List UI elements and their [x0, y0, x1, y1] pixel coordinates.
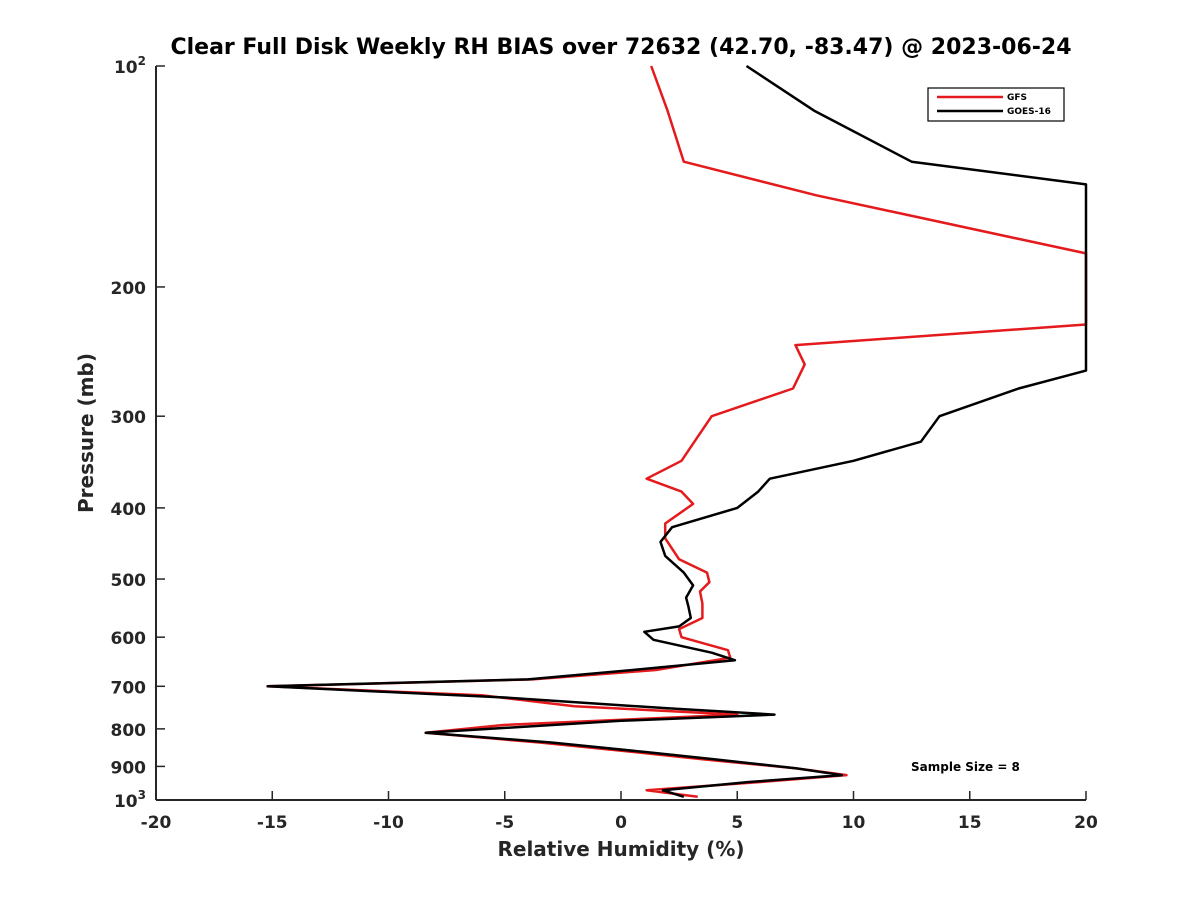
y-tick-label: 300	[111, 408, 147, 428]
series-line-gfs	[266, 65, 1088, 799]
legend: GFS GOES-16	[927, 87, 1065, 122]
y-tick-label: 500	[111, 571, 147, 591]
sample-size-annotation: Sample Size = 8	[911, 760, 1020, 774]
x-tick-label: 0	[615, 813, 627, 833]
y-tick-label: 800	[111, 721, 147, 741]
x-axis-label: Relative Humidity (%)	[497, 837, 744, 861]
y-tick-label: 700	[111, 678, 147, 698]
y-tick-label: 102	[114, 54, 146, 78]
x-tick-label: 20	[1074, 813, 1098, 833]
y-tick-label: 103	[114, 788, 146, 812]
series-line-goes16	[266, 64, 1088, 798]
legend-box	[927, 87, 1065, 122]
y-tick-label: 600	[111, 629, 147, 649]
chart-title: Clear Full Disk Weekly RH BIAS over 7263…	[170, 35, 1071, 60]
y-axis-ticks: 102 200 300 400 500 600 700 800 900 103	[111, 54, 165, 812]
x-tick-label: -10	[373, 813, 404, 833]
y-axis-label: Pressure (mb)	[74, 353, 98, 513]
x-tick-label: 10	[842, 813, 866, 833]
x-tick-label: 15	[958, 813, 982, 833]
legend-label-gfs: GFS	[1007, 93, 1027, 103]
x-tick-label: -15	[257, 813, 288, 833]
legend-label-goes16: GOES-16	[1007, 107, 1051, 117]
plot-area	[266, 64, 1088, 799]
x-tick-label: -20	[141, 813, 172, 833]
y-tick-label: 900	[111, 758, 147, 778]
x-tick-label: 5	[731, 813, 743, 833]
x-axis-ticks: -20 -15 -10 -5 0 5 10 15 20	[141, 791, 1098, 833]
y-tick-label: 200	[111, 279, 147, 299]
y-tick-label: 400	[111, 500, 147, 520]
x-tick-label: -5	[495, 813, 514, 833]
